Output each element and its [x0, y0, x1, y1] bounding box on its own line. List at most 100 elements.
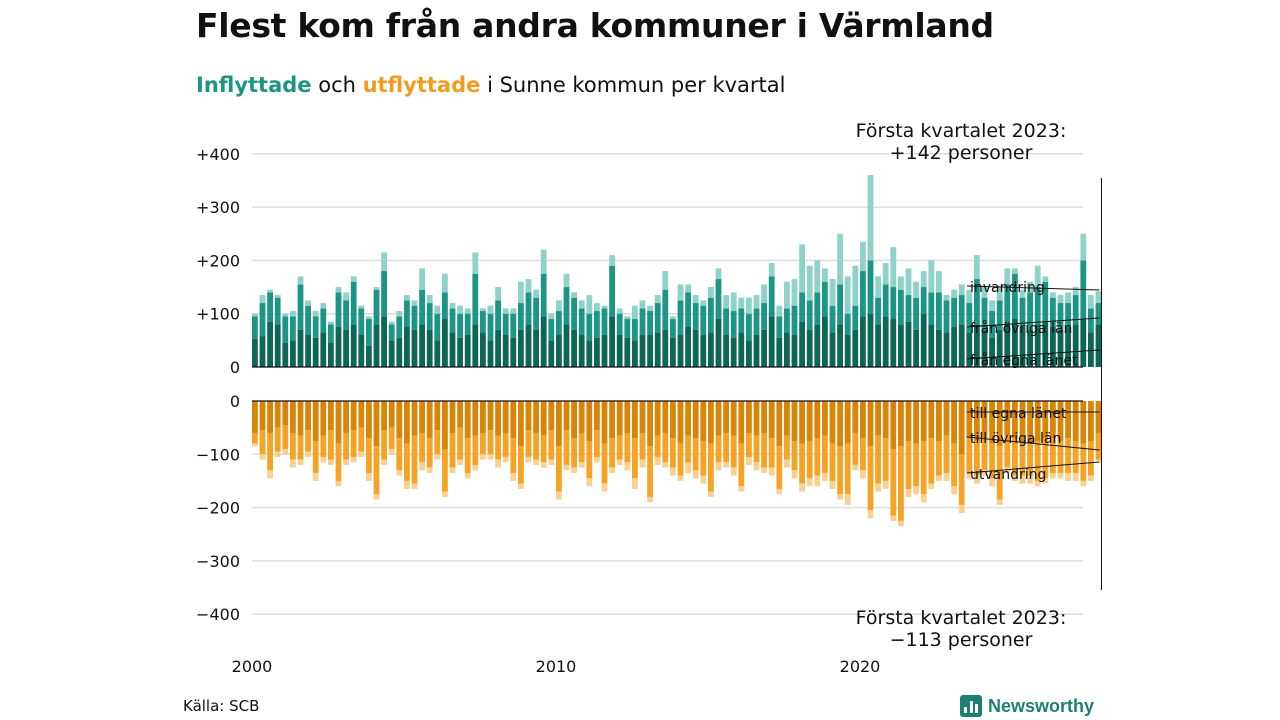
inflow-bar-segment [996, 300, 1003, 330]
outflow-bar-segment [320, 456, 327, 463]
series-label-out_utvandring: utvandring [970, 467, 1046, 483]
inflow-bar-segment [898, 289, 904, 325]
inflow-bar-segment [525, 324, 532, 367]
outflow-bar-segment [609, 401, 615, 439]
outflow-bar-segment [662, 401, 669, 433]
outflow-bar-segment [654, 401, 661, 436]
outflow-bar-segment [632, 401, 638, 439]
inflow-bar-segment [556, 335, 562, 367]
inflow-bar-segment [898, 324, 904, 367]
outflow-bar-segment [290, 401, 296, 433]
inflow-bar-segment [905, 268, 912, 296]
inflow-bar-segment [609, 255, 615, 266]
inflow-bar-segment [715, 319, 722, 367]
inflow-bar-segment [495, 300, 501, 330]
outflow-bar-segment [525, 430, 532, 457]
inflow-bar-segment [449, 308, 456, 333]
inflow-bar-segment [282, 343, 289, 367]
inflow-bar-segment [791, 335, 798, 367]
outflow-bar-segment [449, 432, 456, 468]
outflow-bar-segment [252, 432, 258, 444]
inflow-bar-segment [1019, 297, 1026, 328]
outflow-bar-segment [928, 401, 935, 439]
outflow-bar-segment [882, 401, 889, 439]
inflow-bar-segment [1080, 319, 1087, 367]
inflow-bar-segment [1050, 297, 1056, 328]
outflow-bar-segment [996, 401, 1003, 447]
series-label-out_ovriga: till övriga län [970, 431, 1061, 447]
inflow-bar-segment [274, 324, 281, 367]
annotation-bottom-line: Första kvartalet 2023: [856, 607, 1067, 629]
inflow-bar-segment [685, 327, 691, 367]
inflow-bar-segment [951, 297, 957, 328]
inflow-bar-segment [578, 335, 585, 367]
outflow-bar-segment [616, 459, 623, 465]
inflow-bar-segment [312, 316, 319, 338]
inflow-bar-segment [616, 313, 623, 336]
inflow-bar-segment [799, 292, 805, 322]
outflow-bar-segment [457, 427, 463, 460]
inflow-bar-segment [670, 319, 676, 338]
outflow-bar-segment [685, 462, 691, 473]
outflow-bar-segment [822, 435, 828, 473]
outflow-bar-segment [282, 401, 289, 425]
inflow-bar-segment [571, 297, 577, 330]
inflow-bar-segment [312, 337, 319, 368]
inflow-bar-segment [943, 300, 950, 333]
inflow-bar-segment [867, 260, 874, 314]
outflow-bar-segment [723, 432, 729, 463]
outflow-bar-segment [571, 438, 577, 468]
outflow-bar-segment [419, 432, 425, 463]
outflow-bar-segment [708, 443, 714, 492]
inflow-bar-segment [730, 292, 737, 312]
outflow-bar-segment [525, 401, 532, 431]
outflow-bar-segment [784, 459, 790, 468]
outflow-bar-segment [723, 401, 729, 433]
inflow-bar-segment [723, 335, 729, 367]
outflow-bar-segment [867, 446, 874, 511]
inflow-bar-segment [540, 316, 547, 368]
outflow-bar-segment [943, 435, 950, 473]
outflow-bar-segment [388, 448, 395, 455]
outflow-bar-segment [274, 427, 281, 452]
outflow-bar-segment [472, 435, 479, 465]
outflow-bar-segment [616, 435, 623, 460]
inflow-bar-segment [396, 337, 403, 368]
outflow-bar-segment [563, 430, 570, 465]
outflow-bar-segment [799, 443, 805, 484]
inflow-bar-segment [943, 332, 950, 368]
inflow-bar-segment [1042, 321, 1049, 367]
outflow-bar-segment [320, 401, 327, 436]
outflow-bar-segment [943, 401, 950, 436]
outflow-bar-segment [647, 446, 653, 497]
outflow-bar-segment [487, 401, 494, 431]
y-tick-label: −400 [196, 605, 240, 624]
inflow-bar-segment [1034, 324, 1041, 367]
inflow-bar-segment [426, 303, 433, 330]
outflow-bar-segment [791, 401, 798, 441]
inflow-bar-segment [844, 276, 851, 314]
inflow-bar-segment [350, 281, 357, 325]
outflow-bar-segment [844, 494, 851, 505]
outflow-bar-segment [966, 401, 973, 439]
outflow-bar-segment [533, 432, 539, 460]
outflow-bar-segment [1027, 475, 1033, 484]
inflow-bar-segment [1065, 303, 1071, 328]
inflow-bar-segment [305, 335, 311, 367]
inflow-bar-segment [685, 284, 691, 293]
inflow-bar-segment [487, 305, 494, 314]
outflow-bar-segment [426, 438, 433, 468]
inflow-bar-segment [882, 316, 889, 368]
inflow-bar-segment [951, 289, 957, 298]
outflow-bar-segment [548, 459, 555, 465]
inflow-bar-segment [373, 289, 380, 325]
inflow-bar-segment [913, 281, 919, 298]
inflow-bar-segment [989, 300, 995, 312]
inflow-bar-segment [784, 281, 790, 309]
outflow-bar-segment [404, 401, 410, 444]
outflow-bar-segment [442, 448, 448, 492]
bar-chart-icon [960, 695, 982, 717]
inflow-bar-segment [510, 337, 517, 368]
inflow-bar-segment [708, 287, 714, 298]
